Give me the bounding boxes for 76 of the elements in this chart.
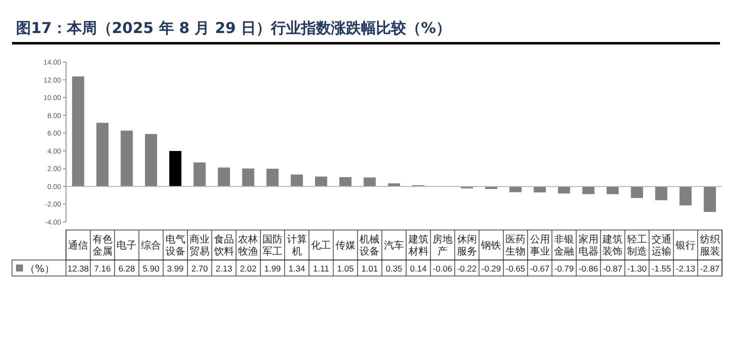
bar [558,186,570,194]
data-label: -2.13 [676,264,696,274]
x-tick-label: 电气设备 [165,234,186,258]
x-tick-label: 汽车 [384,240,404,252]
x-tick-label: 钢铁 [480,240,502,252]
data-label: 5.90 [142,264,160,274]
x-tick-label: 商业贸易 [190,234,210,258]
bar [144,134,158,186]
x-tick-label: 非银金融 [554,234,574,258]
x-tick-label: 通信 [68,240,88,252]
bar [679,186,692,206]
data-label: 0.14 [410,264,427,274]
data-label: -0.87 [602,264,623,274]
x-tick-label: 纺织服装 [700,234,720,258]
data-label: 2.70 [191,264,208,274]
x-tick-label: 休闲服务 [456,234,477,258]
x-tick-label: 食品饮料 [212,234,234,258]
bar [96,122,109,186]
bar [242,168,254,186]
x-tick-label: 医药生物 [505,234,526,258]
bar [218,168,230,186]
x-tick-label: 家用电器 [578,234,598,258]
data-label: 2.02 [240,264,257,274]
data-label: -0.86 [578,264,598,274]
data-label: -0.22 [457,264,477,274]
x-tick-label: 轻工制造 [626,234,647,258]
data-label: -0.79 [554,264,574,274]
data-label: -0.67 [530,264,550,274]
data-label: 2.13 [216,264,232,274]
bar [120,130,133,186]
bar [194,162,206,186]
data-label: 1.99 [264,264,282,274]
data-label: 1.11 [313,264,330,274]
bar [169,150,182,186]
data-label: 7.16 [94,264,111,274]
data-label: -2.87 [700,264,720,274]
bar [364,177,376,186]
data-label: -0.29 [482,264,502,274]
x-tick-label: 公用事业 [530,234,550,258]
x-tick-label: 机械设备 [360,234,380,258]
data-label: 1.34 [288,264,306,274]
x-tick-label: 建筑装饰 [602,234,623,258]
data-label: 0.35 [386,264,403,274]
x-tick-label: 综合 [141,240,162,252]
bar [290,174,303,186]
x-tick-label: 建筑材料 [407,234,428,258]
data-label: -0.06 [432,264,453,274]
bar [315,176,328,186]
data-label: 1.05 [337,264,354,274]
x-tick-label: 计算机 [286,234,307,258]
data-label: -1.30 [627,264,647,274]
data-label: -0.65 [506,264,526,274]
x-tick-label: 国防军工 [262,234,283,258]
bar [72,76,84,186]
bar [339,177,352,186]
x-tick-label: 房地产 [432,234,453,258]
bar [266,168,279,186]
bar [655,186,668,200]
data-label: 1.01 [361,264,378,274]
bar [630,186,644,198]
x-tick-label: 有色金属 [92,234,112,258]
x-tick-label: 化工 [311,240,332,252]
data-label: -1.55 [652,264,672,274]
data-label: 3.99 [167,264,184,274]
x-tick-label: 电子 [116,240,137,252]
data-label: 12.38 [68,264,90,274]
bar [704,186,716,212]
bar [534,186,546,192]
chart-title: 图17：本周（2025 年 8 月 29 日）行业指数涨跌幅比较（%） [16,19,452,37]
bar [582,186,594,194]
data-label: 6.28 [118,264,136,274]
x-tick-label: 传媒 [335,240,356,252]
x-tick-label: 农林牧渔 [238,234,258,258]
x-tick-label: 交通运输 [651,234,672,258]
x-tick-label: 银行 [674,240,696,252]
legend-label: （%） [25,264,55,275]
